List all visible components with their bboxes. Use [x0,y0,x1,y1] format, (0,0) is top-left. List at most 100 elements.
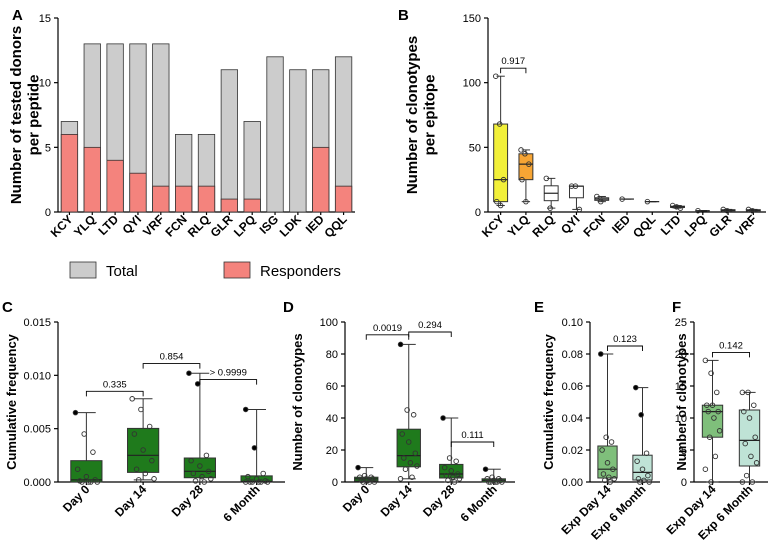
x-tick-label: LTD [658,212,684,238]
bar-responders [129,172,147,213]
y-tick-label: 0.02 [562,445,583,457]
data-point [404,407,410,413]
p-value-label: 0.294 [418,320,442,331]
p-value-label: 0.0019 [373,323,402,334]
y-axis-label: Number of tested donorsper peptide [8,26,42,204]
data-point [201,479,207,485]
data-point [739,479,746,485]
data-point [702,357,709,364]
x-tick-label: 6 Month [220,482,262,524]
data-point [440,415,446,421]
x-tick-label: GLR [706,212,734,240]
data-point [74,466,81,472]
x-tick-label: KCY [479,212,507,240]
x-tick-label: QYI [120,212,145,237]
data-point [634,458,640,464]
data-point [677,205,684,211]
data-point [443,472,450,479]
significance-bracket [199,379,258,385]
data-point [258,479,264,485]
data-point [138,406,144,413]
y-tick-label: 20 [675,349,687,361]
y-tick-label: 0 [332,477,338,489]
y-tick-label: 10 [675,413,687,425]
bar-responders [243,198,261,213]
data-point [186,370,192,376]
x-tick-label: Day 28 [420,482,457,519]
data-point [482,466,489,472]
data-point [522,151,528,157]
p-value-label: 0.142 [719,340,743,351]
bar-responders [152,185,170,213]
data-point [635,476,642,482]
data-point [129,396,135,402]
data-point [356,474,363,480]
y-axis-label: Number of clonotypes [290,333,305,470]
data-point [708,479,714,485]
box [738,409,761,467]
x-tick-label: Day 0 [340,482,373,515]
data-point [142,470,149,477]
y-axis-label: Number of clonotypesper epitope [404,36,438,194]
data-point [133,466,140,472]
data-point [90,449,96,455]
significance-bracket [85,390,144,397]
data-point [748,453,754,460]
x-tick-label: Day 28 [169,482,206,519]
data-point [695,207,701,214]
data-point [83,473,90,480]
data-point [523,198,529,205]
data-point [599,447,605,453]
data-point [602,477,608,484]
significance-bracket [712,351,750,358]
y-tick-label: 0.010 [23,370,51,382]
data-point [245,473,251,480]
data-point [451,479,458,485]
x-tick-label: QQL [321,212,349,240]
panel-b: B 0 50 100 150 Number of clonotypesper epitop… [398,7,766,241]
box [597,445,618,479]
data-point [743,472,750,479]
y-tick-label: 40 [326,413,338,425]
data-point [493,73,499,79]
data-point [715,408,721,415]
data-point [399,431,405,437]
p-value-label: 0.111 [461,430,483,441]
data-point [644,198,651,205]
x-tick-label: LPQ [231,212,258,239]
data-point [712,453,719,460]
bar-total [220,69,238,213]
data-point [607,479,613,485]
data-point [72,409,79,416]
data-point [409,474,415,480]
data-point [603,434,609,440]
bar-total [289,69,307,213]
x-tick-label: LPQ [682,212,709,239]
data-point [81,431,87,437]
x-tick-label: VRF [733,212,760,239]
data-point [739,389,746,396]
x-tick-label: FCN [162,212,189,239]
p-value-label: 0.335 [103,379,127,390]
y-tick-label: 0.00 [562,477,583,489]
box [493,123,509,203]
significance-bracket [365,334,410,340]
y-tick-label: 0.08 [562,349,583,361]
data-point [526,161,532,167]
data-point [358,477,365,484]
data-point [205,468,212,475]
data-point [256,479,262,485]
y-tick-label: 50 [469,142,481,154]
data-point [705,408,711,415]
data-point [606,474,612,480]
data-point [251,445,258,451]
data-point [397,476,404,482]
data-point [486,479,492,485]
panel-e: E 0.00 0.02 0.04 0.06 0.08 0.10 Cumulative freq… [534,299,660,543]
data-point [742,440,748,447]
legend: Total Responders [69,261,341,280]
p-value-label: 0.123 [613,334,637,345]
bar-responders [60,133,79,213]
